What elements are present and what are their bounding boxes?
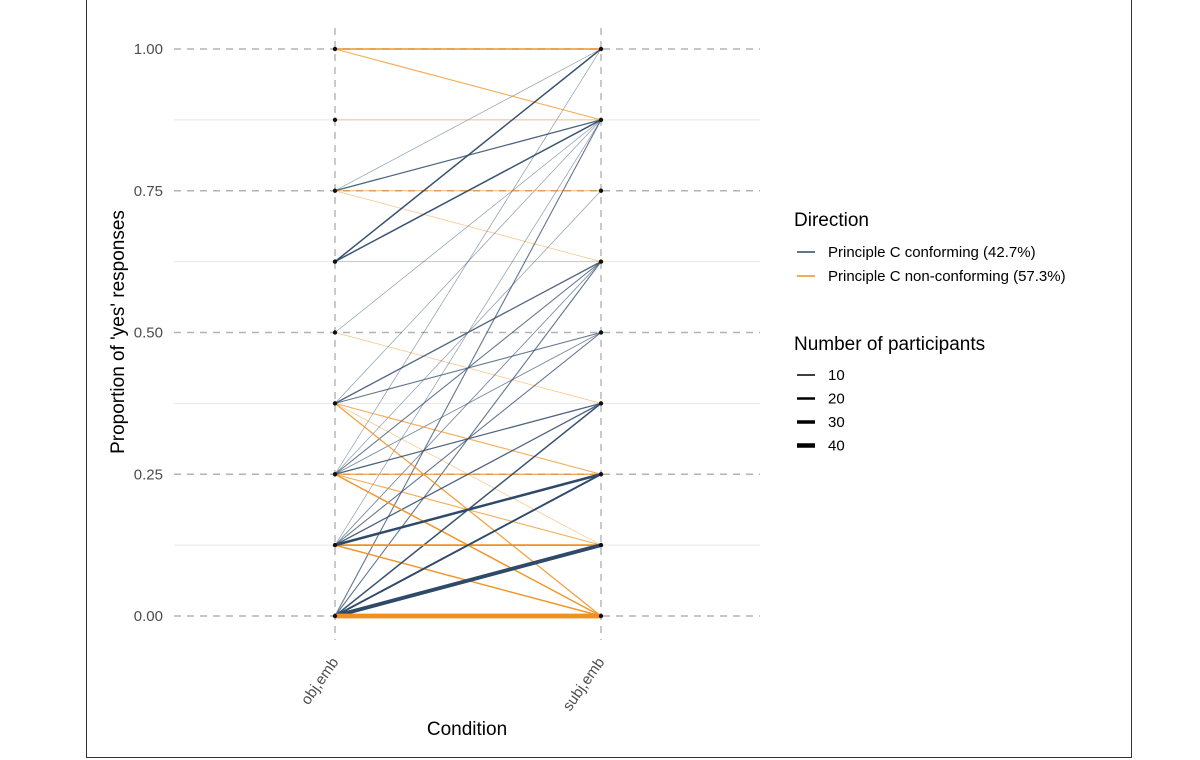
x-tick-label-0: obj,emb [298,655,343,708]
legend-size-label-1: 20 [828,391,845,408]
y-tick-label-3: 0.75 [134,183,163,200]
legend-direction-title: Direction [794,210,869,231]
series-line-20 [334,119,602,333]
x-axis-ticks: obj,emb subj,emb [298,655,609,715]
series-lines [334,48,602,619]
x-tick-label-1: subj,emb [559,655,608,715]
point-1-1 [598,542,604,548]
legend-size-label-2: 30 [828,414,845,431]
chart-frame [86,0,1132,758]
legend-direction: Direction Principle C conforming (42.7%)… [794,210,1066,285]
point-0-5 [332,259,338,264]
point-1-8 [598,46,604,52]
data-points [332,46,604,619]
series-line-19 [334,119,602,263]
point-1-0 [598,613,604,619]
legend-size-label-3: 40 [828,438,845,455]
point-1-2 [598,472,604,477]
legend-direction-label-0: Principle C conforming (42.7%) [828,244,1036,261]
x-axis-title: Condition [427,719,507,740]
point-1-3 [598,401,604,406]
point-1-7 [598,117,604,123]
y-axis-ticks: 0.00 0.25 0.50 0.75 1.00 [134,41,163,625]
point-0-3 [332,401,338,406]
series-line-37 [334,473,602,617]
legend-size-label-0: 10 [828,367,845,384]
point-0-1 [332,542,338,548]
y-tick-label-0: 0.00 [134,608,163,625]
point-1-6 [598,188,604,193]
legend-size-title: Number of participants [794,334,985,355]
point-0-0 [332,613,338,619]
series-line-1 [334,48,602,121]
y-tick-label-2: 0.50 [134,325,163,342]
point-1-4 [598,330,604,335]
point-0-4 [332,330,338,335]
series-line-33 [334,473,602,547]
series-line-18 [334,48,602,263]
series-line-34 [334,119,602,617]
legend-direction-label-1: Principle C non-conforming (57.3%) [828,268,1066,285]
point-0-6 [332,188,338,193]
series-line-28 [334,402,602,475]
legend-size: Number of participants 10 20 30 40 [794,334,985,455]
y-tick-label-1: 0.25 [134,466,163,483]
y-axis-title: Proportion of 'yes' responses [108,210,129,454]
point-0-8 [332,46,338,52]
point-0-7 [332,117,338,123]
point-1-5 [598,259,604,264]
series-line-32 [334,402,602,546]
series-line-38 [334,543,602,618]
point-0-2 [332,472,338,477]
series-line-22 [334,261,602,404]
y-tick-label-4: 1.00 [134,41,163,58]
